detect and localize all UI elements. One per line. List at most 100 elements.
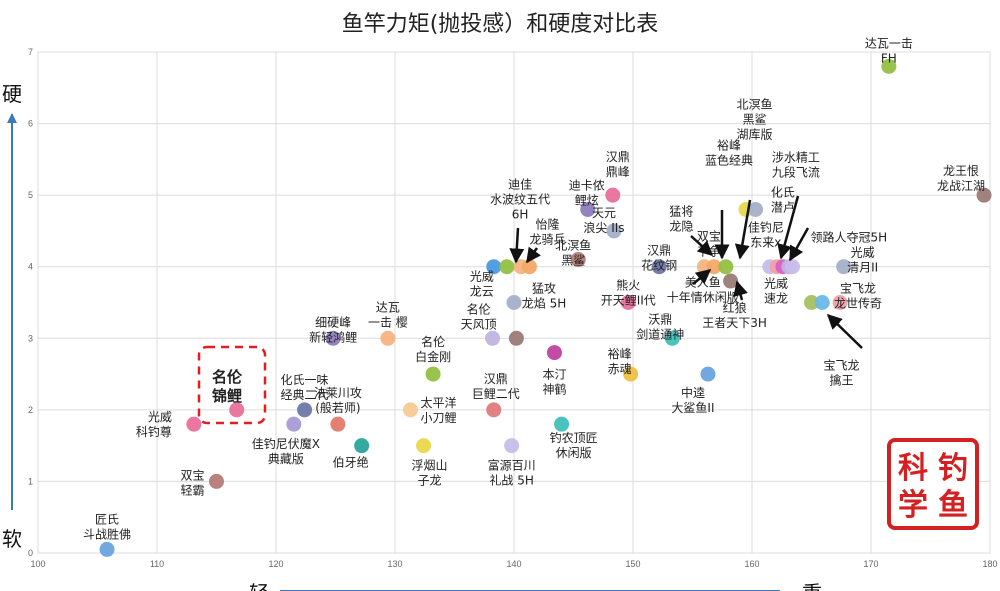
seal-glyph: 鱼 xyxy=(938,488,968,523)
point-label: 太平洋小刀鲤 xyxy=(420,395,456,425)
brand-seal: 科钓学鱼 xyxy=(887,438,979,530)
point-label: 裕峰蓝色经典 xyxy=(705,137,753,167)
point-label: 法莱川攻(般若师) xyxy=(314,386,362,415)
point-label: 红狼王者天下3H xyxy=(702,300,767,330)
callout-arrow xyxy=(690,235,714,257)
point-label: 光威清月II xyxy=(847,246,878,275)
y-tick-label: 1 xyxy=(28,476,33,486)
seal-glyph: 钓 xyxy=(938,451,968,486)
point-label: 达瓦一击 樱 xyxy=(368,300,408,329)
y-tick-label: 2 xyxy=(28,405,33,415)
x-tick-label: 120 xyxy=(268,559,283,569)
data-point xyxy=(546,345,562,361)
data-point xyxy=(330,416,346,432)
y-tick-label: 7 xyxy=(28,47,33,57)
highlight-frame xyxy=(197,345,267,425)
y-tick-label: 5 xyxy=(28,190,33,200)
y-tick-label: 3 xyxy=(28,333,33,343)
data-point xyxy=(354,438,370,454)
point-label: 匠氏斗战胜佛 xyxy=(83,512,131,541)
data-point xyxy=(286,416,302,432)
point-label: 佳钓尼东来x xyxy=(748,221,784,250)
data-point xyxy=(486,402,502,418)
data-point xyxy=(748,201,764,217)
highlight-label: 名伦 xyxy=(212,368,243,386)
point-label: 北溟鱼黑鲨 xyxy=(555,239,591,268)
point-label: 宝飞龙龙世传奇 xyxy=(834,282,882,311)
point-label: 细硬峰新轻鸿鲤 xyxy=(309,315,357,344)
data-point xyxy=(186,416,202,432)
data-point xyxy=(664,330,680,346)
data-point xyxy=(700,366,716,382)
point-label: 宝飞龙擒王 xyxy=(823,359,859,388)
x-tick-label: 150 xyxy=(625,559,640,569)
y-tick-label: 0 xyxy=(28,548,33,558)
seal-glyph: 科 xyxy=(898,451,928,486)
x-axis-label-min: 轻 xyxy=(249,581,269,591)
data-point xyxy=(832,295,848,310)
highlight-label: 锦鲤 xyxy=(212,387,242,405)
data-point xyxy=(504,438,520,454)
point-label: 天元浪尖 IIs xyxy=(583,206,624,235)
data-point xyxy=(209,473,224,489)
data-point xyxy=(554,416,570,432)
data-point xyxy=(881,58,897,74)
data-point xyxy=(814,295,830,310)
callout-arrow xyxy=(509,227,525,264)
tick-labels: 100 110 120 130 140 150 160 170 180 0 1 2 3 4 5 6 7 xyxy=(28,47,998,569)
data-point xyxy=(425,366,441,382)
data-point xyxy=(380,330,396,346)
point-label: 汉鼎花纹钢 xyxy=(641,244,677,273)
point-label: 美人鱼十年情休闲版 xyxy=(667,276,739,305)
y-tick-label: 4 xyxy=(28,262,33,272)
axis-words: 硬软轻 重 xyxy=(2,82,822,591)
data-point xyxy=(297,402,313,418)
point-label: 光威龙云 xyxy=(470,270,494,299)
data-point xyxy=(976,187,992,203)
point-label: 领路人夺冠5H xyxy=(810,230,887,245)
point-label: 迪卡侬鲤炫 xyxy=(569,178,605,207)
point-label: 汉鼎巨鲤二代 xyxy=(472,372,520,401)
callout-arrow xyxy=(788,227,810,262)
data-point xyxy=(506,295,522,310)
point-label: 涉水精工九段飞流 xyxy=(772,151,820,180)
data-point xyxy=(485,330,501,346)
point-label: 伯牙绝 xyxy=(333,455,369,470)
x-tick-label: 170 xyxy=(863,559,878,569)
point-label: 北溟鱼黑鲨湖库版 xyxy=(737,97,773,141)
data-point xyxy=(508,330,524,346)
data-point xyxy=(99,541,115,557)
point-label: 迪佳水波纹五代 6H xyxy=(490,178,550,222)
data-point xyxy=(623,366,639,382)
point-label: 光威速龙 xyxy=(764,277,788,306)
x-tick-label: 110 xyxy=(150,559,164,569)
data-point xyxy=(784,259,800,275)
point-label: 钓农顶匠休闲版 xyxy=(550,431,598,460)
data-point xyxy=(606,223,622,239)
data-point xyxy=(570,252,586,268)
point-label: 浮烟山子龙 xyxy=(412,459,448,488)
callout-arrow xyxy=(777,195,800,260)
point-label: 化氏潜卢 xyxy=(771,186,795,215)
data-point xyxy=(499,259,515,275)
point-label: 猛攻龙焰 5H xyxy=(522,282,566,311)
x-axis-label-max: 重 xyxy=(802,581,822,591)
point-label: 怡隆龙骑兵 xyxy=(529,217,565,247)
data-point xyxy=(416,438,432,454)
data-point xyxy=(651,259,667,275)
point-label: 猛将龙隐 xyxy=(669,205,693,234)
data-point xyxy=(605,187,621,203)
point-label: 达瓦一击 FH xyxy=(865,36,913,65)
callout-arrow xyxy=(826,313,863,349)
data-point xyxy=(804,295,819,310)
y-axis-label-max: 硬 xyxy=(2,82,22,106)
data-point xyxy=(620,295,636,310)
data-point xyxy=(723,273,739,289)
data-point xyxy=(402,402,418,418)
seal-frame xyxy=(887,438,979,530)
y-axis-label-min: 软 xyxy=(2,527,22,551)
point-label: 名伦白金刚 xyxy=(415,334,451,364)
